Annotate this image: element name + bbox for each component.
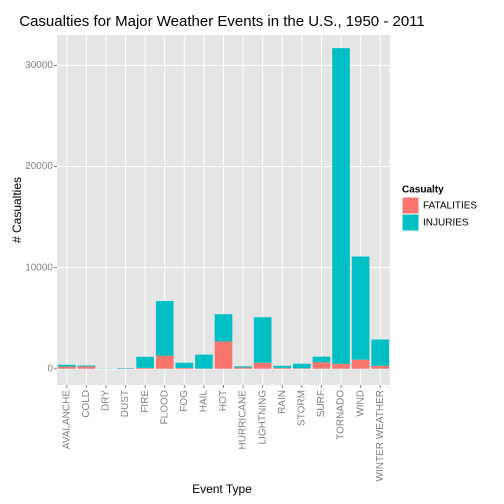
x-tick-label: FIRE xyxy=(140,390,151,413)
bar-segment xyxy=(312,362,331,369)
bar-segment xyxy=(312,356,331,363)
bar-segment xyxy=(234,367,252,369)
chart-title: Casualties for Major Weather Events in t… xyxy=(19,13,424,30)
bar-segment xyxy=(155,301,174,356)
bar-segment xyxy=(136,367,154,369)
x-tick-label: RAIN xyxy=(277,390,288,414)
legend-title: Casualty xyxy=(402,185,444,196)
x-tick-label: STORM xyxy=(296,390,307,426)
legend-key xyxy=(401,213,420,232)
bar-segment xyxy=(214,341,233,369)
bar-segment xyxy=(234,366,252,368)
x-tick-label: DRY xyxy=(101,390,112,411)
bar-segment xyxy=(371,339,390,366)
bar-segment xyxy=(273,367,292,369)
x-tick-label: HURRICANE xyxy=(238,390,249,450)
x-tick-label: COLD xyxy=(81,390,92,418)
x-tick-label: FLOOD xyxy=(159,390,170,424)
bar-segment xyxy=(136,356,154,368)
x-tick-label: SURF xyxy=(316,390,327,417)
bar-segment xyxy=(332,363,350,369)
x-tick-label: HOT xyxy=(218,390,229,411)
bar-segment xyxy=(273,365,292,368)
bar-segment xyxy=(351,359,370,369)
y-tick-label: 10000 xyxy=(25,262,53,273)
bar-segment xyxy=(253,317,272,363)
legend-key xyxy=(401,196,420,215)
x-tick-label: TORNADO xyxy=(336,390,347,440)
bar-segment xyxy=(155,355,174,369)
bar-segment xyxy=(214,314,233,342)
x-tick-label: WINTER WEATHER xyxy=(375,390,386,481)
bar-segment xyxy=(77,365,96,367)
x-tick-label: WIND xyxy=(355,390,366,417)
bar-segment xyxy=(57,364,76,367)
y-tick-label: 20000 xyxy=(25,161,53,172)
bar-segment xyxy=(253,362,272,369)
y-tick-label: 30000 xyxy=(25,60,53,71)
x-tick-label: FOG xyxy=(179,390,190,412)
x-tick-label: DUST xyxy=(120,390,131,417)
y-tick-label: 0 xyxy=(47,363,53,374)
bar-segment xyxy=(175,362,194,369)
x-tick-label: HAIL xyxy=(199,390,210,413)
bar-segment xyxy=(77,366,96,369)
bar-segment xyxy=(371,365,390,369)
bar-segment xyxy=(175,368,194,369)
legend-label: INJURIES xyxy=(423,218,469,229)
x-tick-label: AVALANCHE xyxy=(61,390,72,449)
bar-segment xyxy=(293,363,311,369)
bar-segment xyxy=(195,354,213,369)
x-tick-label: LIGHTNING xyxy=(257,390,268,445)
x-axis-title: Event Type xyxy=(192,482,252,496)
bar-segment xyxy=(293,368,311,369)
bar-segment xyxy=(116,368,135,369)
y-axis-title: # Casualties xyxy=(10,177,24,243)
bar-segment xyxy=(332,48,350,364)
bar-segment xyxy=(57,366,76,369)
bar-segment xyxy=(351,256,370,360)
legend-label: FATALITIES xyxy=(423,201,477,212)
